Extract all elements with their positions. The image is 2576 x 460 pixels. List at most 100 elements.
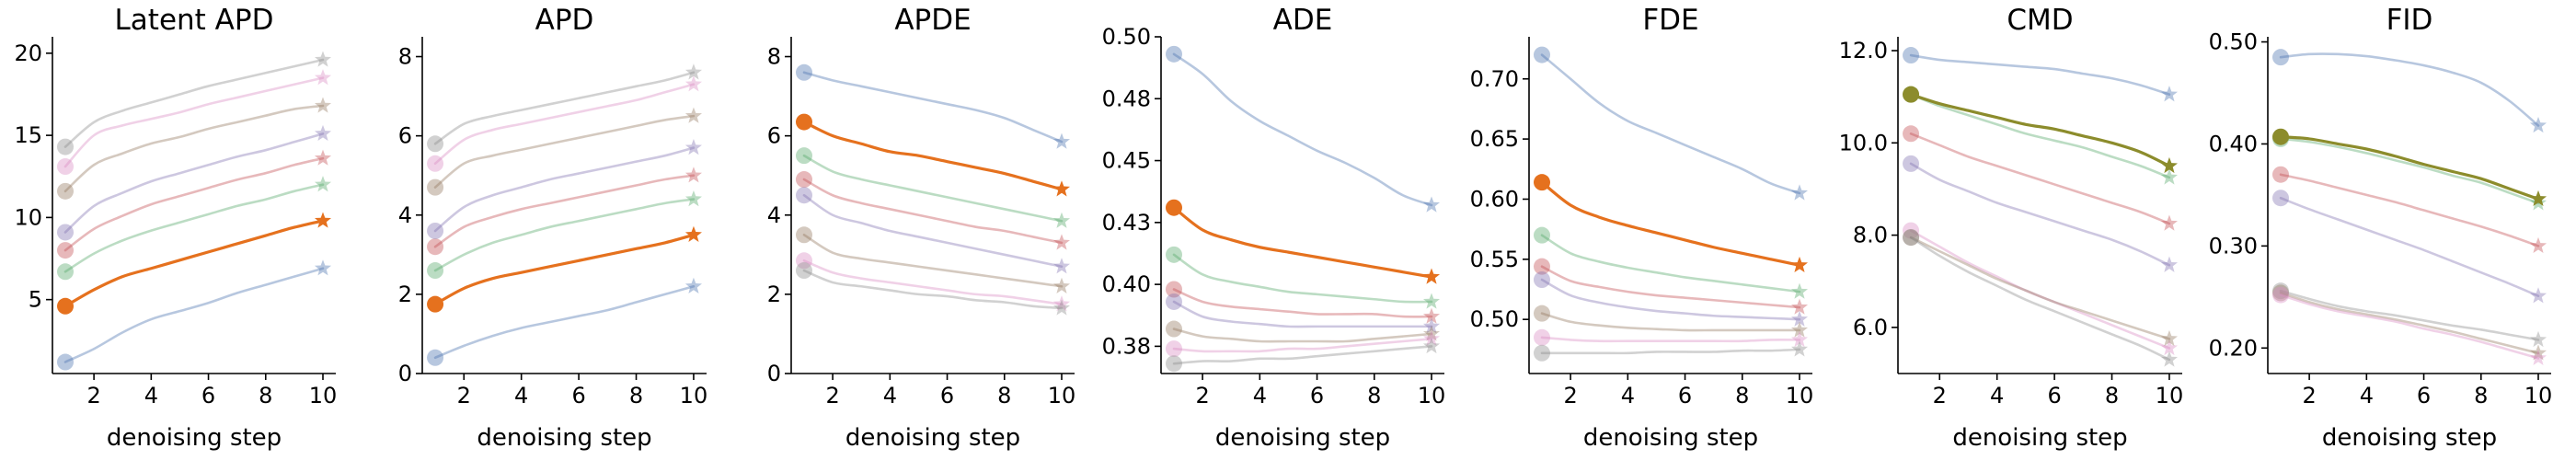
- start-marker: [1903, 222, 1920, 239]
- series-line: [1909, 236, 2171, 362]
- start-marker: [1534, 271, 1550, 289]
- series-line: [2279, 293, 2540, 360]
- series-4: [796, 171, 1071, 250]
- y-tick-label: 8: [398, 44, 412, 70]
- start-marker: [57, 224, 74, 241]
- x-tick-label: 8: [1367, 383, 1381, 408]
- series-7: [2272, 284, 2547, 361]
- series-line: [1909, 93, 2171, 167]
- series-line: [2279, 52, 2540, 127]
- start-marker: [1534, 305, 1550, 322]
- x-tick-label: 2: [1933, 383, 1947, 408]
- series-line: [1540, 53, 1801, 195]
- y-tick-label: 2: [398, 282, 412, 307]
- series-6: [1903, 222, 2178, 356]
- x-tick-label: 4: [2360, 383, 2374, 408]
- start-marker: [2272, 166, 2289, 183]
- series-line: [802, 269, 1064, 310]
- end-marker: [2160, 168, 2178, 185]
- series-1: [1903, 47, 2178, 102]
- series-3: [1534, 226, 1809, 299]
- y-tick-label: 6: [398, 123, 412, 149]
- y-tick-label: 2: [767, 282, 781, 307]
- end-marker: [1790, 298, 1809, 315]
- chart-panel-4: ADE 2 4 6 8 10 0.38 0.40 0.43 0.45 0.48 0.50 denoisi…: [1102, 4, 1446, 452]
- start-marker: [427, 349, 444, 366]
- end-marker: [684, 107, 702, 123]
- series-line: [1909, 229, 2171, 350]
- series-4: [57, 149, 332, 259]
- start-marker: [1166, 246, 1182, 263]
- series-line: [802, 193, 1064, 269]
- start-marker: [1166, 199, 1182, 216]
- y-tick-label: 0: [398, 361, 412, 386]
- end-marker: [2160, 339, 2178, 356]
- x-tick-label: 2: [1563, 383, 1577, 408]
- series-3: [796, 147, 1071, 228]
- start-marker: [1534, 258, 1550, 275]
- start-marker: [796, 147, 812, 165]
- start-marker: [57, 138, 74, 155]
- series-5: [796, 187, 1071, 274]
- start-marker: [796, 187, 812, 204]
- start-marker: [427, 238, 444, 256]
- series-8: [2272, 286, 2547, 366]
- series-8: [1166, 337, 1441, 373]
- series-8: [1534, 340, 1809, 362]
- y-tick-label: 20: [14, 40, 42, 66]
- y-tick-label: 0: [767, 361, 781, 386]
- end-marker: [314, 259, 332, 276]
- end-marker: [2529, 344, 2547, 361]
- y-tick-label: 15: [14, 122, 42, 148]
- x-tick-label: 2: [825, 383, 839, 408]
- start-marker: [427, 262, 444, 280]
- start-marker: [427, 155, 444, 172]
- series-2: [2272, 128, 2547, 207]
- end-marker: [1052, 180, 1071, 197]
- end-marker: [2160, 256, 2178, 272]
- start-marker: [796, 262, 812, 280]
- y-tick-label: 0.45: [1102, 148, 1151, 174]
- series-line: [802, 259, 1064, 305]
- chart-title: APDE: [894, 4, 971, 37]
- x-tick-label: 2: [1195, 383, 1209, 408]
- end-marker: [314, 51, 332, 67]
- chart-title: FID: [2386, 4, 2433, 37]
- y-tick-label: 0.30: [2209, 233, 2258, 259]
- end-marker: [2160, 156, 2178, 174]
- series-line: [1172, 206, 1433, 279]
- start-marker: [1166, 293, 1182, 310]
- end-marker: [1052, 234, 1071, 250]
- y-tick-label: 0.38: [1102, 333, 1151, 359]
- start-marker: [1534, 174, 1550, 191]
- end-marker: [314, 149, 332, 166]
- series-6: [57, 97, 332, 200]
- start-marker: [1903, 155, 1920, 172]
- series-line: [1540, 234, 1801, 293]
- series-line: [63, 58, 325, 148]
- series-line: [1909, 53, 2171, 96]
- series-5: [57, 124, 332, 241]
- series-1: [57, 259, 332, 371]
- series-8: [796, 262, 1071, 316]
- series-line: [63, 156, 325, 252]
- start-marker: [427, 295, 444, 313]
- end-marker: [1790, 321, 1809, 338]
- series-line: [1540, 278, 1801, 321]
- series-line: [802, 71, 1064, 144]
- x-tick-label: 10: [1786, 383, 1814, 408]
- start-marker: [57, 242, 74, 259]
- x-tick-label: 2: [457, 383, 471, 408]
- series-line: [63, 183, 325, 273]
- y-tick-label: 0.70: [1470, 66, 1519, 92]
- x-tick-label: 8: [1735, 383, 1749, 408]
- y-tick-label: 0.50: [2209, 29, 2258, 55]
- series-line: [802, 178, 1064, 245]
- end-marker: [314, 69, 332, 86]
- end-marker: [1422, 268, 1441, 284]
- chart-panel-6: CMD 2 4 6 8 10 6.0 8.0 10.0 12.0 denoising step: [1839, 4, 2184, 452]
- series-7: [1903, 229, 2178, 347]
- end-marker: [2529, 287, 2547, 304]
- end-marker: [1052, 295, 1071, 312]
- series-line: [433, 83, 696, 166]
